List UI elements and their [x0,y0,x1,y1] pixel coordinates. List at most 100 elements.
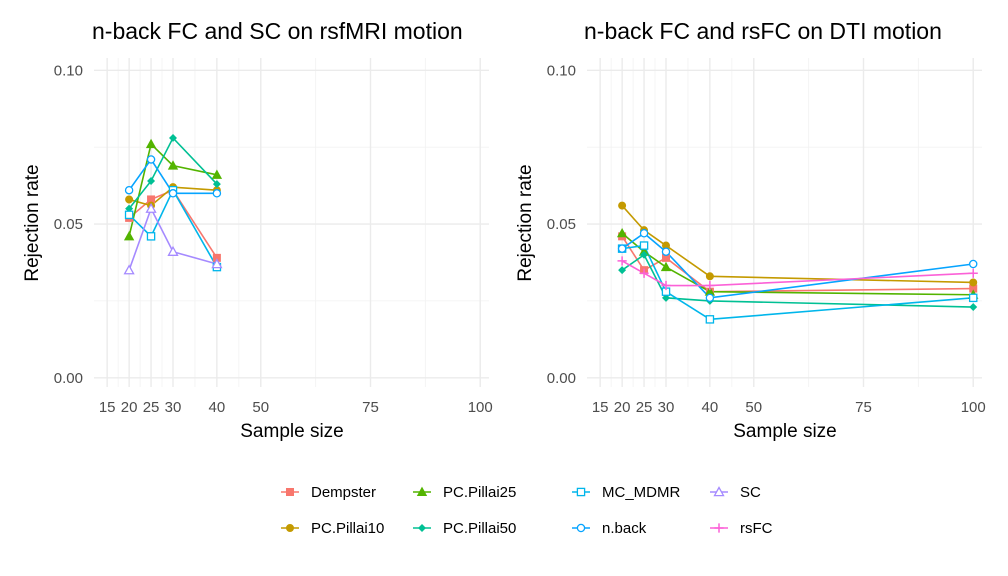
legend-label: PC.Pillai50 [443,520,516,537]
data-point-PC.Pillai50 [662,293,670,302]
series-line-SC [128,206,218,271]
right-x-tick-label: 25 [636,399,653,416]
series-line-MC_MDMR [622,244,974,321]
data-point-rsFC [617,256,627,266]
legend-key-marker [714,523,724,533]
right-x-tick-label: 75 [855,399,872,416]
data-point-rsFC [968,268,978,278]
legend-item-PC.Pillai50: PC.Pillai50 [413,520,516,537]
legend-item-PC.Pillai10: PC.Pillai10 [281,520,384,537]
right-y-tick-label: 0.10 [547,62,576,79]
data-point-MC_MDMR [639,241,649,250]
legend-item-PC.Pillai25: PC.Pillai25 [413,484,516,501]
data-point-PC.Pillai50 [147,177,156,185]
series-line-MC_MDMR [128,188,218,268]
left-y-tick-label: 0.00 [54,370,83,387]
legend-key-marker [285,524,294,533]
data-point-MC_MDMR [968,293,978,303]
right-plot-area: 0.00 0.05 0.10 15 20 25 30 40 50 75 100 [547,58,986,416]
series-line-n.back [128,158,217,195]
data-point-SC [167,245,179,256]
right-x-tick-label: 15 [592,399,609,416]
left-x-tick-label: 30 [165,399,182,416]
left-x-tick-label: 25 [143,399,160,416]
series-line-Dempster [621,235,974,293]
legend-item-rsFC: rsFC [710,520,773,537]
data-point-PC.Pillai50 [969,303,978,312]
data-point-PC.Pillai10 [618,201,627,210]
right-x-tick-label: 50 [745,399,762,416]
legend-key-marker [416,486,428,497]
left-y-tick-label: 0.05 [54,216,83,233]
data-point-rsFC [661,280,671,291]
legend-label: PC.Pillai10 [311,520,384,537]
series-line-PC.Pillai25 [128,142,218,237]
legend-label: SC [740,484,761,501]
legend-item-SC: SC [710,484,761,501]
left-x-tick-label: 15 [99,399,116,416]
right-y-axis-title: Rejection rate [515,164,536,281]
data-point-PC.Pillai25 [167,160,179,170]
data-point-PC.Pillai10 [125,195,134,204]
data-point-SC [211,258,223,269]
left-chart-panel: n-back FC and SC on rsfMRI motion Sample… [22,18,493,442]
data-point-n.back [168,189,178,198]
data-point-PC.Pillai25 [211,169,223,179]
right-x-tick-label: 100 [961,399,986,416]
data-point-PC.Pillai10 [969,278,978,287]
legend: Dempster PC.Pillai10 PC.Pillai25 PC.Pillai5… [281,484,773,537]
legend-key-marker [713,486,725,497]
data-point-PC.Pillai50 [640,250,649,259]
data-point-n.back [639,229,649,238]
legend-item-Dempster: Dempster [281,484,376,501]
legend-label: MC_MDMR [602,484,680,501]
legend-label: PC.Pillai25 [443,484,516,501]
legend-key-marker [285,487,294,496]
data-point-PC.Pillai25 [123,231,135,241]
legend-key-marker [418,524,426,532]
left-y-axis-title: Rejection rate [22,164,43,281]
left-x-tick-label: 50 [252,399,269,416]
series-line-PC.Pillai10 [128,186,217,207]
data-point-PC.Pillai25 [660,261,672,272]
right-y-tick-label: 0.05 [547,216,576,233]
right-x-tick-label: 30 [658,399,675,416]
left-x-tick-label: 40 [209,399,226,416]
left-y-tick-label: 0.10 [54,62,83,79]
legend-item-MC_MDMR: MC_MDMR [572,484,680,501]
data-point-PC.Pillai50 [618,266,627,275]
data-point-PC.Pillai25 [616,227,628,238]
left-plot-area: 0.00 0.05 0.10 15 20 25 30 40 50 75 100 [54,58,493,416]
left-x-tick-label: 20 [121,399,138,416]
data-point-PC.Pillai50 [169,133,177,142]
legend-label: Dempster [311,484,376,501]
data-point-rsFC [705,280,715,291]
right-x-axis-title: Sample size [733,421,837,442]
left-chart-title: n-back FC and SC on rsfMRI motion [92,18,463,44]
data-point-PC.Pillai25 [145,138,157,149]
data-point-PC.Pillai50 [212,180,221,189]
right-chart-title: n-back FC and rsFC on DTI motion [584,18,942,44]
data-point-n.back [968,259,978,269]
data-point-SC [145,202,157,213]
legend-label: n.back [602,520,647,537]
left-x-axis-title: Sample size [240,421,344,442]
data-point-rsFC [639,268,649,278]
data-point-MC_MDMR [146,232,156,241]
data-point-n.back [146,155,156,164]
data-point-PC.Pillai10 [705,272,714,281]
left-x-tick-label: 100 [468,399,493,416]
data-point-n.back [212,189,222,198]
data-point-MC_MDMR [705,315,715,324]
data-point-n.back [705,293,715,303]
data-point-SC [123,264,135,275]
legend-item-n.back: n.back [572,520,647,537]
series-line-Dempster [128,189,218,259]
data-point-n.back [124,185,134,195]
right-x-tick-label: 20 [614,399,631,416]
right-x-tick-label: 40 [702,399,719,416]
data-point-n.back [661,247,671,256]
series-line-PC.Pillai50 [128,136,218,210]
data-point-MC_MDMR [124,210,134,220]
